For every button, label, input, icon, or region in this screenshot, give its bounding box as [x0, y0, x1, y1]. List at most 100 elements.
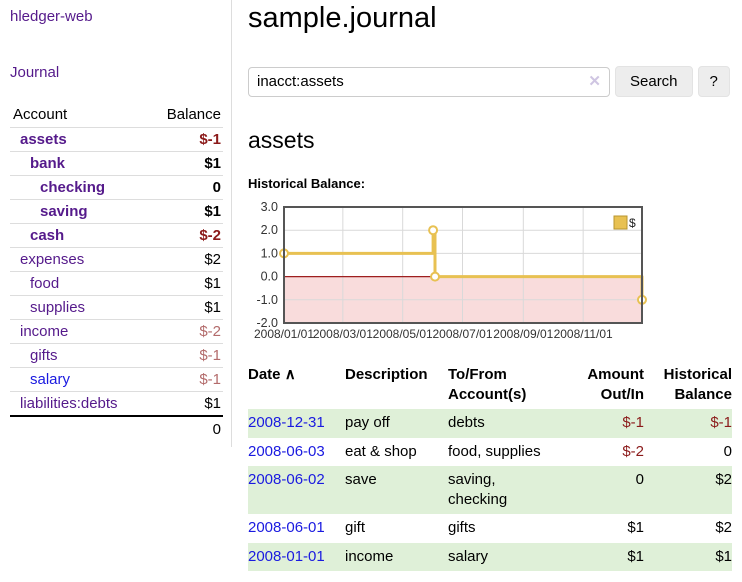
account-row: saving $1 [10, 199, 223, 224]
search-bar: ✕ Search ? [248, 66, 736, 98]
x-axis-tick-label: 2008/11/01 [554, 327, 613, 341]
transaction-amount: $1 [627, 547, 644, 565]
transaction-balance: $2 [715, 470, 732, 488]
account-balance: $1 [148, 271, 223, 296]
account-link-cash[interactable]: cash [30, 227, 65, 244]
account-balance: $1 [148, 391, 223, 417]
register-header-date[interactable]: Date ∧ [248, 363, 345, 410]
account-link-assets[interactable]: assets [20, 131, 67, 148]
x-axis-tick-label: 2008/05/01 [373, 327, 433, 341]
transaction-description: pay off [345, 414, 390, 432]
transaction-accounts: gifts [448, 519, 476, 537]
account-link-checking[interactable]: checking [40, 179, 106, 196]
account-cell: income [10, 319, 149, 344]
transaction-date-cell: 2008-06-03 [248, 438, 345, 466]
account-row: expenses $2 [10, 247, 223, 272]
account-row: liabilities:debts $1 [10, 391, 223, 417]
account-link-supplies[interactable]: supplies [30, 299, 86, 316]
transaction-date-cell: 2008-12-31 [248, 409, 345, 437]
y-axis-tick-label: 1.0 [261, 246, 278, 260]
account-cell: cash [10, 223, 149, 248]
chart-canvas: $3.0 2.0 1.0 0.0 -1.0 -2.02008/01/012008/03/0… [254, 200, 647, 341]
account-balance: $1 [148, 295, 223, 320]
account-link-saving[interactable]: saving [40, 203, 88, 220]
register-table-body: 2008-12-31 pay off debts $-1 $-1 2008-06-03 ea… [248, 409, 732, 571]
y-axis-tick-label: 3.0 [261, 200, 278, 214]
account-link-gifts[interactable]: gifts [30, 347, 58, 364]
account-cell: checking [10, 175, 149, 200]
transaction-amount: $-2 [622, 442, 644, 460]
search-button[interactable]: Search [615, 66, 693, 98]
account-cell: gifts [10, 343, 149, 368]
account-link-bank[interactable]: bank [30, 155, 66, 172]
accounts-table-body: assets $-1 bank $1 checking 0 saving $1 cash $-2 e… [10, 127, 223, 417]
chart-data-point [428, 225, 439, 236]
transaction-date-cell: 2008-06-02 [248, 466, 345, 515]
account-link-liabilities-debts[interactable]: liabilities:debts [20, 395, 118, 412]
transaction-date-link[interactable]: 2008-01-01 [248, 547, 325, 565]
account-cell: bank [10, 151, 149, 176]
register-header-date-label: Date [248, 365, 281, 383]
account-row: bank $1 [10, 151, 223, 176]
account-balance: $1 [148, 151, 223, 176]
transaction-balance: $2 [715, 519, 732, 537]
search-box: ✕ [248, 66, 610, 97]
x-axis-tick-label: 2008/01/01 [254, 327, 314, 341]
chart-heading: Historical Balance: [248, 175, 366, 191]
register-table: Date ∧ Description To/From Account(s) Am… [248, 363, 732, 571]
account-row: assets $-1 [10, 127, 223, 152]
account-link-expenses[interactable]: expenses [20, 251, 85, 268]
account-cell: liabilities:debts [10, 391, 149, 417]
account-balance: $1 [148, 199, 223, 224]
transaction-date-cell: 2008-01-01 [248, 543, 345, 571]
page-title: sample.journal [248, 2, 437, 34]
register-header-balance: Historical Balance [663, 365, 732, 404]
transaction-date-link[interactable]: 2008-06-02 [248, 470, 325, 488]
account-cell: supplies [10, 295, 149, 320]
register-row: 2008-12-31 pay off debts $-1 $-1 [248, 409, 732, 438]
sidebar-nav: Journal [10, 64, 223, 82]
transaction-date-link[interactable]: 2008-12-31 [248, 414, 325, 432]
account-link-salary[interactable]: salary [30, 371, 71, 388]
account-balance: $-1 [148, 367, 223, 392]
transaction-amount: 0 [635, 470, 644, 488]
account-link-food[interactable]: food [30, 275, 60, 292]
account-balance: 0 [148, 175, 223, 200]
main-content: sample.journal ✕ Search ? assets Histori… [232, 0, 742, 571]
accounts-header-balance: Balance [148, 103, 223, 128]
account-link-income[interactable]: income [20, 323, 69, 340]
account-row: income $-2 [10, 319, 223, 344]
transaction-accounts: debts [448, 414, 485, 432]
transaction-date-link[interactable]: 2008-06-01 [248, 519, 325, 537]
help-button[interactable]: ? [697, 66, 730, 98]
sidebar-item-journal[interactable]: Journal [10, 64, 60, 81]
transaction-accounts: saving, checking [448, 470, 508, 509]
account-row: gifts $-1 [10, 343, 223, 368]
account-cell: assets [10, 127, 149, 152]
sidebar: hledger-web Journal Account Balance asse… [0, 0, 232, 447]
accounts-header-account: Account [10, 103, 149, 128]
clear-search-icon[interactable]: ✕ [588, 72, 601, 90]
register-row: 2008-06-02 save saving, checking 0 $2 [248, 465, 732, 515]
account-balance: $-1 [148, 343, 223, 368]
x-axis-tick-label: 2008/09/01 [493, 327, 553, 341]
accounts-table-header-row: Account Balance [10, 103, 223, 128]
transaction-amount: $1 [627, 519, 644, 537]
register-header-amount: Amount Out/In [587, 365, 644, 404]
y-axis-tick-label: -1.0 [256, 293, 278, 307]
transaction-description: save [345, 470, 377, 488]
account-balance: $-2 [148, 223, 223, 248]
transaction-balance: $1 [715, 547, 732, 565]
brand-link[interactable]: hledger-web [10, 8, 93, 25]
account-row: food $1 [10, 271, 223, 296]
accounts-total-row: 0 [10, 415, 223, 441]
account-row: checking 0 [10, 175, 223, 200]
account-row: salary $-1 [10, 367, 223, 392]
account-balance: $2 [148, 247, 223, 272]
transaction-date-link[interactable]: 2008-06-03 [248, 442, 325, 460]
register-header-description: Description [345, 365, 428, 383]
search-input[interactable] [248, 66, 610, 97]
y-axis-tick-label: 2.0 [261, 223, 278, 237]
register-row: 2008-06-03 eat & shop food, supplies $-2 0 [248, 438, 732, 466]
